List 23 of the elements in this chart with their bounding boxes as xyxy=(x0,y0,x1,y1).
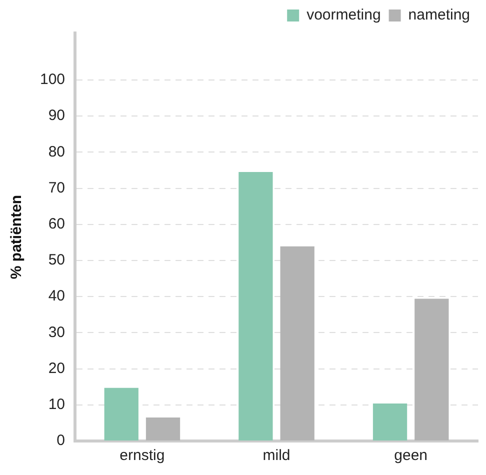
bar xyxy=(414,298,449,440)
x-tick-label: mild xyxy=(262,447,290,464)
x-tick-label: ernstig xyxy=(120,447,165,464)
y-tick-label: 30 xyxy=(48,324,66,341)
y-tick-label: 100 xyxy=(40,71,66,88)
x-tick-label: geen xyxy=(394,447,428,464)
y-tick-label: 90 xyxy=(48,107,66,124)
bar xyxy=(280,246,314,440)
bar xyxy=(146,418,180,440)
y-tick-label: 10 xyxy=(48,396,66,414)
bar xyxy=(372,403,408,440)
legend-label: nameting xyxy=(408,6,470,24)
y-tick-label: 40 xyxy=(48,288,66,305)
y-tick-label: 0 xyxy=(56,432,66,450)
y-tick-label: 50 xyxy=(48,252,66,269)
bar xyxy=(238,172,273,440)
y-tick-label: 60 xyxy=(48,216,66,233)
y-tick-label: 70 xyxy=(48,179,66,196)
y-axis-title: % patiënten xyxy=(8,194,26,280)
legend-label: voormeting xyxy=(306,6,381,24)
bar xyxy=(104,388,138,440)
y-tick-label: 20 xyxy=(48,360,66,377)
y-tick-label: 80 xyxy=(48,143,66,160)
